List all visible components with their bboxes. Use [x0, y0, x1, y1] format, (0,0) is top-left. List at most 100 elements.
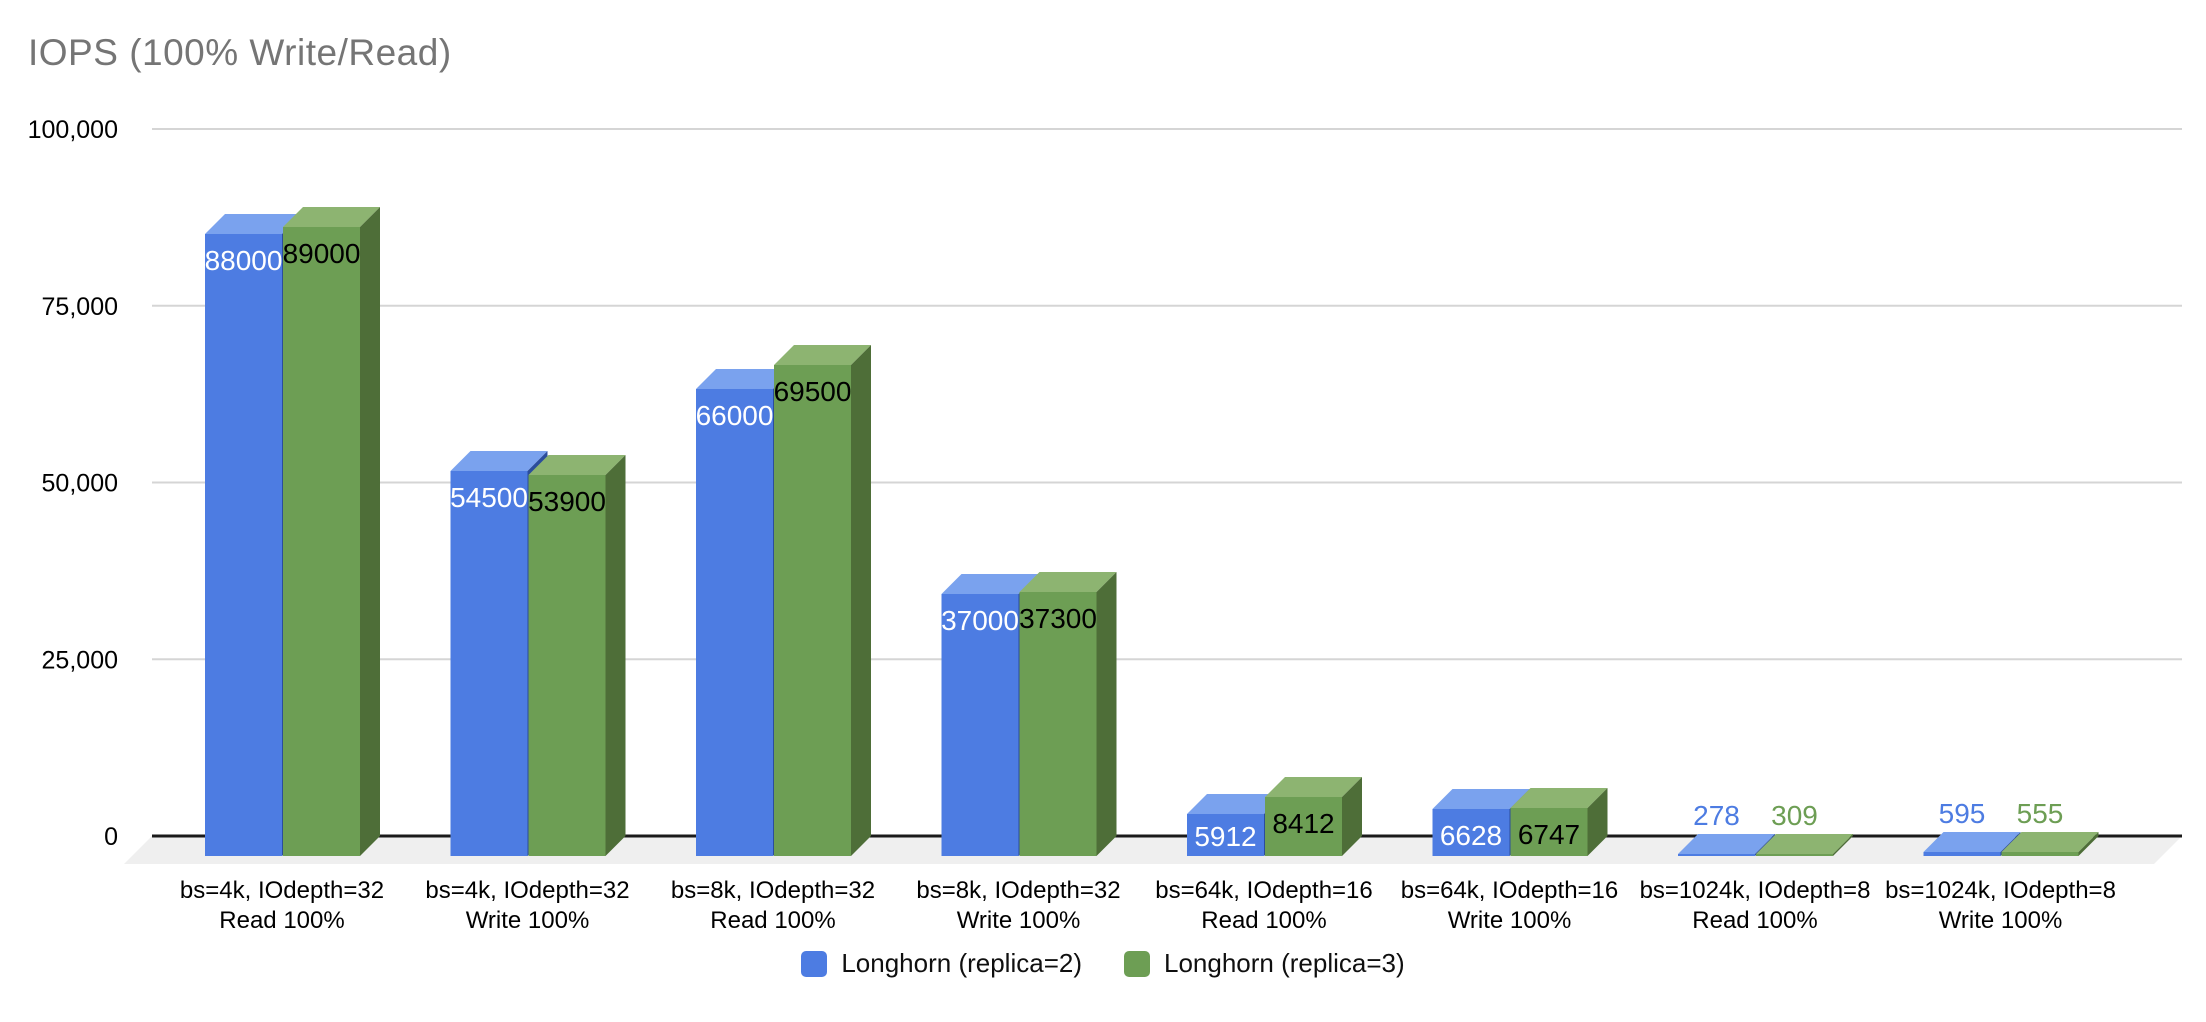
- bar-side-face: [2078, 832, 2099, 856]
- bar-value-label: 54500: [450, 482, 528, 513]
- bar-front-face: [774, 365, 851, 856]
- bar-pair-6: 278 309 bs=1024k, IOdepth=8 Read 100%: [1640, 800, 1871, 934]
- bar-replica3-cat7: 555: [2001, 798, 2099, 856]
- bar-front-face: [2001, 852, 2079, 856]
- bar-side-face: [1833, 834, 1853, 856]
- bar-top-face: [1756, 834, 1853, 854]
- bar-top-face: [205, 214, 302, 234]
- bar-front-face: [1756, 854, 1833, 856]
- bar-replica2-cat6: 278: [1678, 800, 1775, 856]
- bar-side-face: [1096, 572, 1117, 856]
- bar-top-face: [283, 207, 380, 227]
- bar-replica3-cat2: 69500: [774, 345, 871, 856]
- bar-top-face: [1510, 788, 1608, 808]
- bar-top-face: [1678, 834, 1775, 854]
- legend-swatch-icon: [1124, 950, 1150, 977]
- category-label-line1: bs=64k, IOdepth=16: [1401, 877, 1619, 904]
- chart-legend: Longhorn (replica=2) Longhorn (replica=3): [0, 948, 2206, 979]
- bar-value-label: 89000: [283, 238, 361, 269]
- category-label-line2: Write 100%: [1939, 907, 2063, 934]
- bar-top-face: [450, 451, 548, 471]
- y-tick-label: 25,000: [42, 646, 118, 674]
- chart-floor: [124, 836, 2182, 864]
- bar-replica2-cat7: 595: [1923, 798, 2021, 856]
- bar-side-face: [605, 455, 626, 856]
- bar-front-face: [1265, 797, 1342, 856]
- category-label-line2: Write 100%: [466, 907, 590, 934]
- legend-item-replica3: Longhorn (replica=3): [1124, 948, 1405, 979]
- bar-value-label: 6747: [1518, 819, 1580, 850]
- bar-front-face: [1678, 854, 1755, 856]
- bar-value-label: 6628: [1440, 820, 1502, 851]
- bar-side-face: [851, 345, 871, 856]
- bar-value-label: 66000: [696, 400, 774, 431]
- bar-front-face: [205, 234, 282, 856]
- category-label-line2: Read 100%: [219, 907, 344, 934]
- bar-value-label: 53900: [528, 486, 606, 517]
- y-tick-label: 0: [104, 823, 118, 851]
- category-label-line1: bs=4k, IOdepth=32: [425, 877, 629, 904]
- bar-pair-7: 595 555 bs=1024k, IOdepth=8 Write 100%: [1885, 798, 2116, 934]
- chart-title: IOPS (100% Write/Read): [28, 32, 452, 73]
- category-label-line2: Write 100%: [1448, 907, 1572, 934]
- bar-value-label: 5912: [1194, 821, 1256, 852]
- bar-top-face: [941, 574, 1039, 594]
- category-label-line2: Read 100%: [1692, 907, 1817, 934]
- bar-value-label: 309: [1771, 800, 1818, 831]
- bar-top-face: [774, 345, 871, 365]
- bar-pair-0: 88000 89000 bs=4k, IOdepth=32 Read 100%: [180, 207, 384, 934]
- bar-replica3-cat3: 37300: [1019, 572, 1117, 856]
- bar-front-face: [1187, 814, 1264, 856]
- bar-top-face: [1187, 794, 1284, 814]
- bar-side-face: [1342, 777, 1362, 856]
- legend-item-replica2: Longhorn (replica=2): [801, 948, 1082, 979]
- bar-front-face: [941, 594, 1019, 856]
- bar-front-face: [283, 227, 360, 856]
- bar-front-face: [528, 475, 606, 856]
- bar-value-label: 595: [1939, 798, 1986, 829]
- bar-value-label: 37000: [941, 605, 1019, 636]
- bar-replica3-cat5: 6747: [1510, 788, 1608, 856]
- bar-top-face: [1019, 572, 1117, 592]
- bar-pair-5: 6628 6747 bs=64k, IOdepth=16 Write 100%: [1401, 788, 1619, 934]
- y-tick-label: 50,000: [42, 470, 118, 498]
- bar-top-face: [1265, 777, 1362, 797]
- bar-front-face: [1432, 809, 1510, 856]
- bar-top-face: [1923, 832, 2021, 852]
- bar-replica3-cat6: 309: [1756, 800, 1853, 856]
- bar-value-label: 8412: [1272, 808, 1334, 839]
- y-tick-label: 75,000: [42, 293, 118, 321]
- bar-value-label: 278: [1693, 800, 1740, 831]
- category-label-line1: bs=1024k, IOdepth=8: [1640, 877, 1871, 904]
- category-label-line1: bs=8k, IOdepth=32: [916, 877, 1120, 904]
- bar-front-face: [696, 389, 773, 856]
- bar-replica3-cat1: 53900: [528, 455, 626, 856]
- category-label-line1: bs=8k, IOdepth=32: [671, 877, 875, 904]
- bar-value-label: 88000: [205, 245, 283, 276]
- bar-front-face: [450, 471, 528, 856]
- bar-side-face: [360, 207, 380, 856]
- bar-value-label: 69500: [774, 376, 852, 407]
- bar-value-label: 555: [2017, 798, 2064, 829]
- category-label-line1: bs=4k, IOdepth=32: [180, 877, 384, 904]
- category-label-line2: Read 100%: [1201, 907, 1326, 934]
- category-label-line1: bs=64k, IOdepth=16: [1155, 877, 1373, 904]
- bar-pair-3: 37000 37300 bs=8k, IOdepth=32 Write 100%: [916, 572, 1121, 934]
- bar-front-face: [1923, 852, 2001, 856]
- bar-replica3-cat0: 89000: [283, 207, 380, 856]
- bar-value-label: 37300: [1019, 603, 1097, 634]
- bar-replica3-cat4: 8412: [1265, 777, 1362, 856]
- bar-top-face: [528, 455, 626, 475]
- bar-top-face: [696, 369, 793, 389]
- category-label-line2: Read 100%: [710, 907, 835, 934]
- bar-top-face: [1432, 789, 1530, 809]
- bar-pair-4: 5912 8412 bs=64k, IOdepth=16 Read 100%: [1155, 777, 1373, 934]
- bar-pair-1: 54500 53900 bs=4k, IOdepth=32 Write 100%: [425, 451, 630, 934]
- legend-swatch-icon: [801, 950, 828, 977]
- bar-side-face: [1587, 788, 1608, 856]
- bar-front-face: [1510, 808, 1588, 856]
- category-label-line1: bs=1024k, IOdepth=8: [1885, 877, 2116, 904]
- legend-label: Longhorn (replica=3): [1164, 948, 1405, 978]
